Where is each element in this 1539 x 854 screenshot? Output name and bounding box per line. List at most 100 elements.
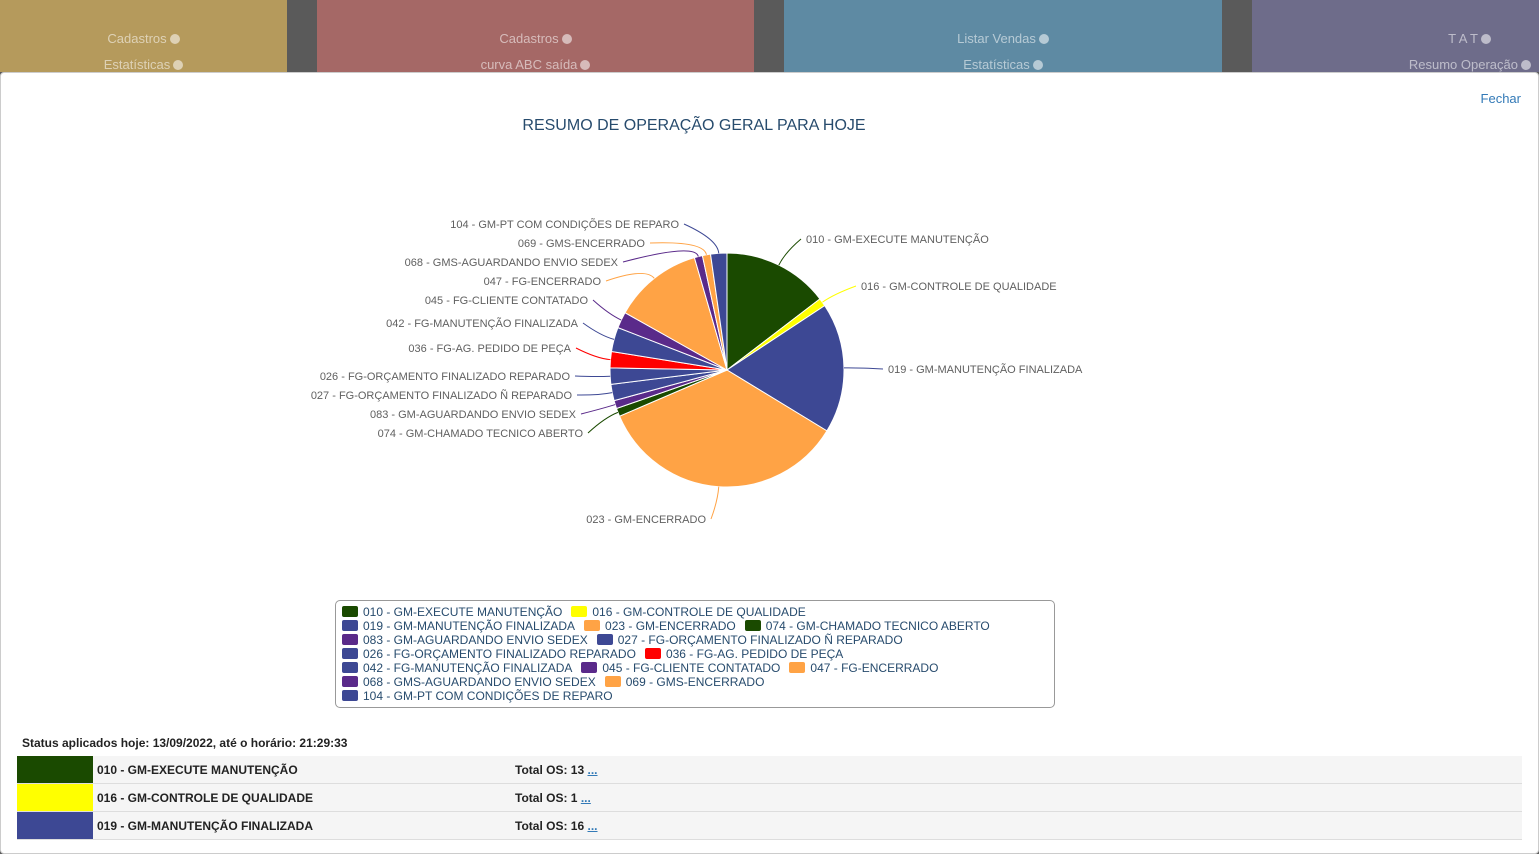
- slice-label: 026 - FG-ORÇAMENTO FINALIZADO REPARADO: [320, 371, 571, 383]
- legend-text: 047 - FG-ENCERRADO: [810, 661, 939, 675]
- card-link[interactable]: Estatísticas: [0, 52, 287, 78]
- leader-line: [843, 367, 884, 370]
- card: T A T Resumo Operação: [1252, 0, 1539, 72]
- leader-line: [587, 411, 619, 434]
- slice-label: 027 - FG-ORÇAMENTO FINALIZADO Ñ REPARADO: [311, 389, 573, 402]
- link-text: T A T: [1448, 31, 1478, 46]
- more-link[interactable]: ...: [587, 762, 598, 777]
- more-link[interactable]: ...: [587, 818, 598, 833]
- slice-label: 019 - GM-MANUTENÇÃO FINALIZADA: [888, 363, 1083, 376]
- leader-line: [649, 242, 707, 255]
- table-row: 016 - GM-CONTROLE DE QUALIDADE Total OS:…: [17, 783, 1522, 812]
- status-table: 010 - GM-EXECUTE MANUTENÇÃO Total OS: 13…: [17, 756, 1522, 840]
- total-cell: Total OS: 13 ...: [511, 756, 1522, 784]
- link-text: Listar Vendas: [957, 31, 1036, 46]
- legend-text: 068 - GMS-AGUARDANDO ENVIO SEDEX: [363, 675, 596, 689]
- slice-label: 042 - FG-MANUTENÇÃO FINALIZADA: [386, 317, 579, 330]
- legend-item[interactable]: 104 - GM-PT COM CONDIÇÕES DE REPARO: [342, 689, 613, 703]
- legend-text: 010 - GM-EXECUTE MANUTENÇÃO: [363, 605, 563, 619]
- slice-label: 069 - GMS-ENCERRADO: [518, 238, 646, 250]
- name-cell: 019 - GM-MANUTENÇÃO FINALIZADA: [93, 811, 511, 840]
- legend-text: 104 - GM-PT COM CONDIÇÕES DE REPARO: [363, 689, 613, 703]
- legend-item[interactable]: 068 - GMS-AGUARDANDO ENVIO SEDEX: [342, 675, 596, 689]
- leader-line: [822, 285, 857, 303]
- legend-item[interactable]: 074 - GM-CHAMADO TECNICO ABERTO: [744, 619, 990, 633]
- legend-text: 074 - GM-CHAMADO TECNICO ABERTO: [765, 619, 990, 633]
- link-text: Resumo Operação: [1408, 57, 1518, 72]
- legend-item[interactable]: 069 - GMS-ENCERRADO: [604, 675, 765, 689]
- legend-text: 083 - GM-AGUARDANDO ENVIO SEDEX: [363, 633, 588, 647]
- slice-label: 083 - GM-AGUARDANDO ENVIO SEDEX: [370, 409, 577, 421]
- card: Listar Vendas Estatísticas: [784, 0, 1222, 72]
- pie-slice: [726, 304, 845, 432]
- total-label: Total OS:: [515, 818, 568, 833]
- card-link[interactable]: Listar Vendas: [784, 26, 1222, 52]
- legend-item[interactable]: 016 - GM-CONTROLE DE QUALIDADE: [571, 605, 806, 619]
- close-button[interactable]: Fechar: [1480, 91, 1521, 106]
- legend-swatch: [584, 620, 601, 631]
- card-link[interactable]: Cadastros: [0, 26, 287, 52]
- legend-item[interactable]: 045 - FG-CLIENTE CONTATADO: [581, 661, 780, 675]
- legend-swatch: [342, 634, 358, 645]
- color-cell: [17, 756, 93, 784]
- leader-line: [592, 299, 622, 321]
- legend-item[interactable]: 042 - FG-MANUTENÇÃO FINALIZADA: [342, 661, 572, 675]
- total-value: 13: [570, 762, 585, 777]
- legend-item[interactable]: 027 - FG-ORÇAMENTO FINALIZADO Ñ REPARADO: [596, 633, 903, 647]
- leader-line: [622, 250, 699, 263]
- card-link[interactable]: Cadastros: [317, 26, 754, 52]
- leader-line: [683, 223, 720, 254]
- pie-slice: [726, 252, 821, 372]
- link-text: Cadastros: [107, 31, 167, 46]
- leader-line: [778, 238, 802, 266]
- slice-label: 010 - GM-EXECUTE MANUTENÇÃO: [806, 233, 989, 246]
- more-link[interactable]: ...: [580, 790, 591, 805]
- slice-label: 023 - GM-ENCERRADO: [586, 514, 706, 526]
- card-link[interactable]: T A T: [1252, 26, 1539, 52]
- slice-label: 047 - FG-ENCERRADO: [484, 276, 602, 288]
- legend-text: 045 - FG-CLIENTE CONTATADO: [602, 661, 781, 675]
- chart: RESUMO DE OPERAÇÃO GERAL PARA HOJE 010 -…: [311, 114, 1083, 526]
- card-link[interactable]: Resumo Operação: [1252, 52, 1539, 78]
- legend-item[interactable]: 026 - FG-ORÇAMENTO FINALIZADO REPARADO: [342, 647, 636, 661]
- card: Cadastros Estatísticas: [0, 0, 287, 72]
- legend-text: 019 - GM-MANUTENÇÃO FINALIZADA: [363, 619, 576, 633]
- legend-swatch: [342, 676, 358, 687]
- chart-title: RESUMO DE OPERAÇÃO GERAL PARA HOJE: [522, 114, 865, 134]
- legend-swatch: [342, 620, 358, 631]
- legend-item[interactable]: 023 - GM-ENCERRADO: [584, 619, 736, 633]
- leader-line: [605, 273, 655, 282]
- pie-slice: [624, 257, 728, 372]
- slice-label: 104 - GM-PT COM CONDIÇÕES DE REPARO: [450, 218, 679, 231]
- card: Cadastros curva ABC saída: [317, 0, 754, 72]
- slice-label: 068 - GMS-AGUARDANDO ENVIO SEDEX: [405, 257, 619, 269]
- legend-text: 069 - GMS-ENCERRADO: [625, 675, 765, 689]
- color-cell: [17, 811, 93, 840]
- legend-swatch: [744, 620, 761, 631]
- legend-swatch: [644, 648, 661, 659]
- leader-line: [710, 486, 720, 520]
- legend-item[interactable]: 036 - FG-AG. PEDIDO DE PEÇA: [644, 647, 843, 661]
- link-text: Cadastros: [499, 31, 559, 46]
- legend-text: 026 - FG-ORÇAMENTO FINALIZADO REPARADO: [363, 647, 636, 661]
- legend-item[interactable]: 083 - GM-AGUARDANDO ENVIO SEDEX: [342, 633, 588, 647]
- card-link[interactable]: curva ABC saída: [317, 52, 754, 78]
- leader-line: [582, 322, 615, 340]
- pie-slice: [618, 369, 828, 488]
- total-cell: Total OS: 1 ...: [511, 783, 1522, 812]
- slice-label: 036 - FG-AG. PEDIDO DE PEÇA: [408, 343, 571, 355]
- link-text: Estatísticas: [963, 57, 1030, 72]
- total-value: 16: [570, 818, 585, 833]
- total-value: 1: [570, 790, 578, 805]
- total-cell: Total OS: 16 ...: [511, 811, 1522, 840]
- legend-item[interactable]: 047 - FG-ENCERRADO: [789, 661, 938, 675]
- table-row: 010 - GM-EXECUTE MANUTENÇÃO Total OS: 13…: [17, 756, 1522, 784]
- link-text: curva ABC saída: [480, 57, 578, 72]
- legend: 010 - GM-EXECUTE MANUTENÇÃO 016 - GM-CONT…: [335, 600, 1055, 708]
- card-link[interactable]: Estatísticas: [784, 52, 1222, 78]
- legend-item[interactable]: 010 - GM-EXECUTE MANUTENÇÃO: [342, 605, 562, 619]
- legend-item[interactable]: 019 - GM-MANUTENÇÃO FINALIZADA: [342, 619, 575, 633]
- total-label: Total OS:: [515, 790, 568, 805]
- name-cell: 010 - GM-EXECUTE MANUTENÇÃO: [93, 756, 511, 784]
- legend-swatch: [342, 648, 358, 659]
